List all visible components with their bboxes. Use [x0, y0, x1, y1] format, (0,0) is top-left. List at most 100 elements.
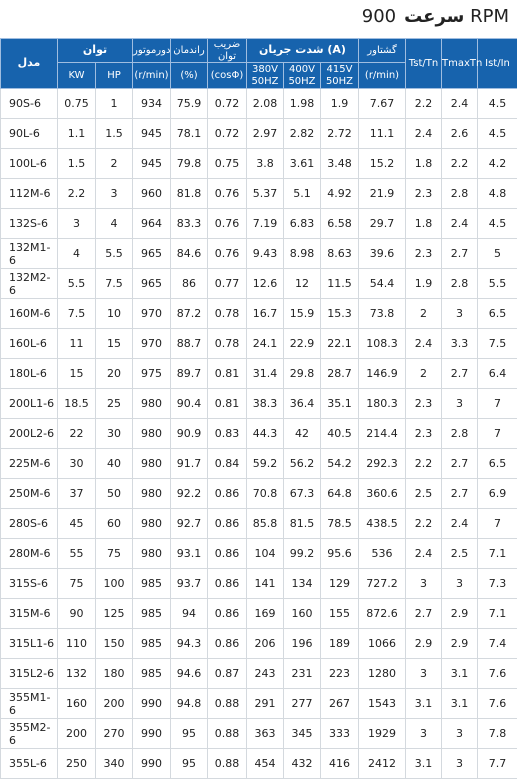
value-cell: 6.4: [477, 358, 517, 389]
value-cell: 40.5: [320, 418, 359, 449]
value-cell: 3: [441, 718, 478, 749]
value-cell: 50: [95, 478, 133, 509]
value-cell: 90.4: [170, 388, 208, 419]
value-cell: 94.6: [170, 658, 208, 689]
value-cell: 2.72: [320, 118, 359, 149]
value-cell: 1543: [358, 688, 406, 719]
value-cell: 0.76: [207, 178, 247, 209]
value-cell: 125: [95, 598, 133, 629]
value-cell: 79.8: [170, 148, 208, 179]
value-cell: 7.19: [246, 208, 284, 239]
value-cell: 1.9: [320, 88, 359, 119]
value-cell: 54.2: [320, 448, 359, 479]
value-cell: 24.1: [246, 328, 284, 359]
value-cell: 4.5: [477, 118, 517, 149]
value-cell: 5.37: [246, 178, 284, 209]
value-cell: 37: [57, 478, 96, 509]
value-cell: 54.4: [358, 268, 406, 299]
table-body: 90S-6 0.75 1 934 75.9 0.72 2.08 1.98 1.9 7.67 2.2 2…: [0, 88, 517, 779]
value-cell: 16.7: [246, 298, 284, 329]
value-cell: 3.61: [283, 148, 321, 179]
value-cell: 95.6: [320, 538, 359, 569]
value-cell: 2.4: [405, 118, 442, 149]
value-cell: 59.2: [246, 448, 284, 479]
value-cell: 2.5: [441, 538, 478, 569]
value-cell: 2.3: [405, 238, 442, 269]
value-cell: 91.7: [170, 448, 208, 479]
value-cell: 2.9: [405, 628, 442, 659]
value-cell: 7.67: [358, 88, 406, 119]
frequency: 50HZ: [325, 75, 354, 87]
value-cell: 975: [132, 358, 171, 389]
model-cell: 160L-6: [0, 328, 58, 359]
table-head: مدل توان دورموتور راندمان ضریب توان شدت …: [0, 38, 517, 89]
value-cell: 7.5: [477, 328, 517, 359]
value-cell: 985: [132, 658, 171, 689]
table-row: 90L-6 1.1 1.5 945 78.1 0.72 2.97 2.82 2.72 11.1 2.…: [0, 118, 517, 149]
value-cell: 363: [246, 718, 284, 749]
sub-head: 380V 50HZ: [246, 62, 284, 89]
value-cell: 18.5: [57, 388, 96, 419]
value-cell: 6.58: [320, 208, 359, 239]
value-cell: 44.3: [246, 418, 284, 449]
value-cell: 964: [132, 208, 171, 239]
value-cell: 39.6: [358, 238, 406, 269]
value-cell: 2.4: [441, 88, 478, 119]
value-cell: 980: [132, 448, 171, 479]
value-cell: 160: [283, 598, 321, 629]
value-cell: 990: [132, 718, 171, 749]
value-cell: 2.5: [405, 478, 442, 509]
value-cell: 3: [441, 298, 478, 329]
model-cell: 280S-6: [0, 508, 58, 539]
value-cell: 2.2: [405, 448, 442, 479]
value-cell: 75: [95, 538, 133, 569]
value-cell: 416: [320, 748, 359, 779]
value-cell: 1.98: [283, 88, 321, 119]
value-cell: 2.9: [441, 598, 478, 629]
table-row: 315M-6 90 125 985 94 0.86 169 160 155 872.6 2.7 2.9…: [0, 598, 517, 629]
value-cell: 6.5: [477, 448, 517, 479]
value-cell: 75: [57, 568, 96, 599]
value-cell: 146.9: [358, 358, 406, 389]
value-cell: 432: [283, 748, 321, 779]
value-cell: 980: [132, 538, 171, 569]
value-cell: 0.84: [207, 448, 247, 479]
col-head: راندمان: [170, 38, 208, 63]
value-cell: 70.8: [246, 478, 284, 509]
value-cell: 4.92: [320, 178, 359, 209]
value-cell: 980: [132, 478, 171, 509]
value-cell: 2.97: [246, 118, 284, 149]
value-cell: 0.76: [207, 238, 247, 269]
value-cell: 970: [132, 328, 171, 359]
value-cell: 231: [283, 658, 321, 689]
value-cell: 0.86: [207, 568, 247, 599]
value-cell: 8.98: [283, 238, 321, 269]
value-cell: 94.8: [170, 688, 208, 719]
value-cell: 7.5: [95, 268, 133, 299]
value-cell: 180.3: [358, 388, 406, 419]
table-row: 180L-6 15 20 975 89.7 0.81 31.4 29.8 28.7 146.9 2 2…: [0, 358, 517, 389]
model-cell: 355L-6: [0, 748, 58, 779]
value-cell: 4.5: [477, 88, 517, 119]
value-cell: 7: [477, 418, 517, 449]
value-cell: 960: [132, 178, 171, 209]
value-cell: 84.6: [170, 238, 208, 269]
value-cell: 291: [246, 688, 284, 719]
model-cell: 90S-6: [0, 88, 58, 119]
value-cell: 29.8: [283, 358, 321, 389]
table-row: 250M-6 37 50 980 92.2 0.86 70.8 67.3 64.8 360.6 2.…: [0, 478, 517, 509]
value-cell: 7.8: [477, 718, 517, 749]
value-cell: 4.8: [477, 178, 517, 209]
value-cell: 2: [405, 358, 442, 389]
table-row: 355M2-6 200 270 990 95 0.88 363 345 333 1929 3 3 7.8: [0, 718, 517, 749]
value-cell: 0.88: [207, 718, 247, 749]
model-cell: 250M-6: [0, 478, 58, 509]
value-cell: 292.3: [358, 448, 406, 479]
value-cell: 2.8: [441, 178, 478, 209]
value-cell: 2.7: [405, 598, 442, 629]
model-cell: 112M-6: [0, 178, 58, 209]
value-cell: 980: [132, 388, 171, 419]
value-cell: 1280: [358, 658, 406, 689]
value-cell: 2.2: [405, 88, 442, 119]
